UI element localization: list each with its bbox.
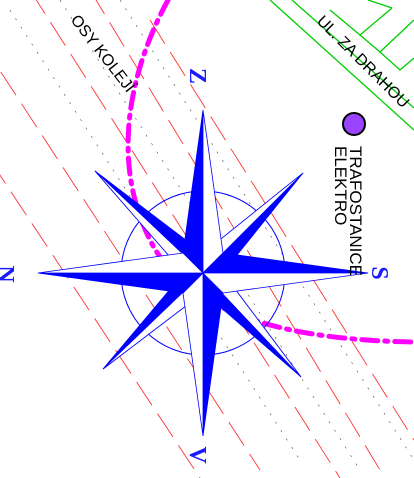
compass-label-north: N: [0, 265, 18, 283]
compass-rose-icon: [37, 109, 369, 437]
compass-label-south: S: [366, 266, 392, 279]
label-substation-line2: ELEKTRO: [331, 146, 350, 225]
hatch-lines: [9, 0, 414, 471]
label-street: UL. ZA DRAHOU: [313, 13, 412, 112]
label-substation-line1: TRAFOSTANICE: [346, 146, 365, 276]
boundary-line: [125, 0, 414, 345]
compass-label-west: Z: [184, 68, 210, 84]
substation-marker-icon: [342, 112, 366, 136]
compass-label-east: V: [184, 446, 210, 464]
street-outline: [269, 0, 414, 131]
label-rail-axes: OSY KOLEJÍ: [67, 11, 140, 96]
